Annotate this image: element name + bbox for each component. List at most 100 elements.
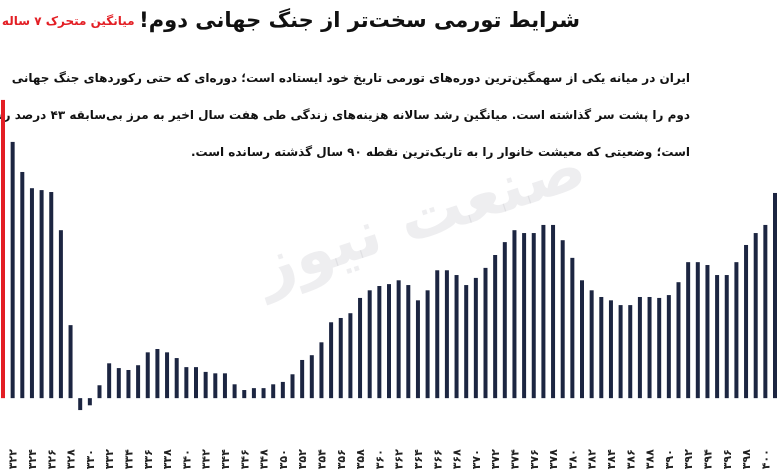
x-tick-label: ۱۳۳۸ xyxy=(161,449,174,470)
bar xyxy=(502,242,507,399)
bar xyxy=(473,277,478,399)
bar xyxy=(589,290,594,399)
bar xyxy=(329,322,334,399)
bar xyxy=(280,381,285,399)
bar xyxy=(242,390,247,399)
x-tick-label: ۱۳۴۲ xyxy=(200,449,213,470)
x-tick-label: ۱۳۲۴ xyxy=(26,449,39,470)
bar xyxy=(358,297,363,399)
bar xyxy=(116,368,121,399)
x-tick-label: ۱۳۷۴ xyxy=(508,449,521,470)
x-tick-label: ۱۳۴۴ xyxy=(219,449,232,470)
bar xyxy=(531,233,536,399)
x-tick-label: ۱۴۰۰ xyxy=(759,449,772,470)
bar xyxy=(165,352,170,399)
bar xyxy=(261,388,266,399)
bar xyxy=(744,244,749,399)
description-line: است؛ وضعیتی که معیشت خانوار را به تاریک‌… xyxy=(190,145,690,159)
x-tick-label: ۱۳۴۰ xyxy=(180,449,193,470)
x-tick-label: ۱۳۳۶ xyxy=(142,449,155,470)
bar xyxy=(444,270,449,399)
bar xyxy=(705,265,710,399)
bar xyxy=(1,99,5,399)
x-tick-label: ۱۳۹۶ xyxy=(721,449,734,470)
x-tick-label: ۱۳۹۲ xyxy=(682,449,695,470)
bar xyxy=(136,365,141,399)
bar xyxy=(387,284,391,399)
bar xyxy=(338,317,343,399)
x-tick-label: ۱۳۳۴ xyxy=(122,449,135,470)
bar xyxy=(724,275,729,399)
x-tick-label: ۱۳۳۰ xyxy=(84,449,97,470)
bar xyxy=(454,275,459,399)
x-tick-label: ۱۳۶۶ xyxy=(431,449,444,470)
bar xyxy=(49,192,54,399)
bar xyxy=(29,188,34,399)
bar xyxy=(367,290,372,399)
x-tick-label: ۱۳۷۲ xyxy=(489,449,502,470)
bar xyxy=(97,385,102,399)
x-tick-label: ۱۳۲۲ xyxy=(7,449,20,470)
x-tick-label: ۱۳۵۰ xyxy=(277,449,290,470)
x-tick-label: ۱۳۹۰ xyxy=(663,449,676,470)
bar xyxy=(493,255,498,399)
bar xyxy=(271,384,276,399)
description: ایران در میانه یکی از سهمگین‌ترین دوره‌ه… xyxy=(0,66,690,177)
x-tick-label: ۱۳۴۸ xyxy=(258,449,271,470)
bar xyxy=(20,171,25,399)
bar xyxy=(309,355,314,399)
bar xyxy=(222,373,227,399)
x-tick-label: ۱۳۵۸ xyxy=(354,449,367,470)
bar xyxy=(464,285,469,399)
bar xyxy=(551,224,556,399)
x-tick-label: ۱۳۹۸ xyxy=(740,449,753,470)
bar xyxy=(695,262,700,399)
bar xyxy=(396,280,401,399)
bar xyxy=(618,305,623,399)
bar xyxy=(657,297,662,399)
bar xyxy=(145,352,150,399)
bar xyxy=(522,233,527,399)
x-tick-label: ۱۳۶۰ xyxy=(373,449,386,470)
chart-title: شرایط تورمی سخت‌تر از جنگ جهانی دوم! xyxy=(139,8,580,32)
bar xyxy=(290,374,295,399)
bar xyxy=(78,398,83,411)
bar xyxy=(541,224,546,399)
bar xyxy=(68,325,73,399)
bar xyxy=(599,296,604,399)
x-tick-label: ۱۳۴۶ xyxy=(238,449,251,470)
bar xyxy=(300,359,305,399)
x-tick-label: ۱۳۷۸ xyxy=(547,449,560,470)
bar xyxy=(415,300,420,399)
bar xyxy=(435,270,440,399)
x-tick-label: ۱۳۳۲ xyxy=(103,449,116,470)
x-tick-label: ۱۳۹۴ xyxy=(701,449,714,470)
series-label: میانگین متحرک ۷ ساله تورم xyxy=(0,14,135,28)
x-tick-label: ۱۳۶۲ xyxy=(393,449,406,470)
bar xyxy=(483,267,488,399)
x-tick-label: ۱۳۲۸ xyxy=(65,449,78,470)
bar xyxy=(251,388,256,399)
x-tick-label: ۱۳۷۶ xyxy=(528,449,541,470)
bar xyxy=(715,275,720,399)
bar xyxy=(608,300,613,399)
description-line: ایران در میانه یکی از سهمگین‌ترین دوره‌ه… xyxy=(11,71,690,85)
bar xyxy=(570,257,575,399)
bar xyxy=(628,305,633,399)
bar xyxy=(753,233,758,399)
bar xyxy=(10,141,15,399)
bar xyxy=(637,296,642,399)
x-tick-label: ۱۳۸۸ xyxy=(644,449,657,470)
bar xyxy=(647,296,652,399)
bar xyxy=(348,313,353,399)
x-tick-label: ۱۳۶۴ xyxy=(412,449,425,470)
x-tick-label: ۱۳۸۴ xyxy=(605,449,618,470)
x-tick-label: ۱۳۶۸ xyxy=(451,449,464,470)
bar xyxy=(107,363,112,399)
x-tick-label: ۱۳۷۰ xyxy=(470,449,483,470)
bar xyxy=(213,373,218,399)
x-tick-label: ۱۳۲۶ xyxy=(45,449,58,470)
bar xyxy=(734,262,739,399)
x-tick-label: ۱۳۸۶ xyxy=(624,449,637,470)
